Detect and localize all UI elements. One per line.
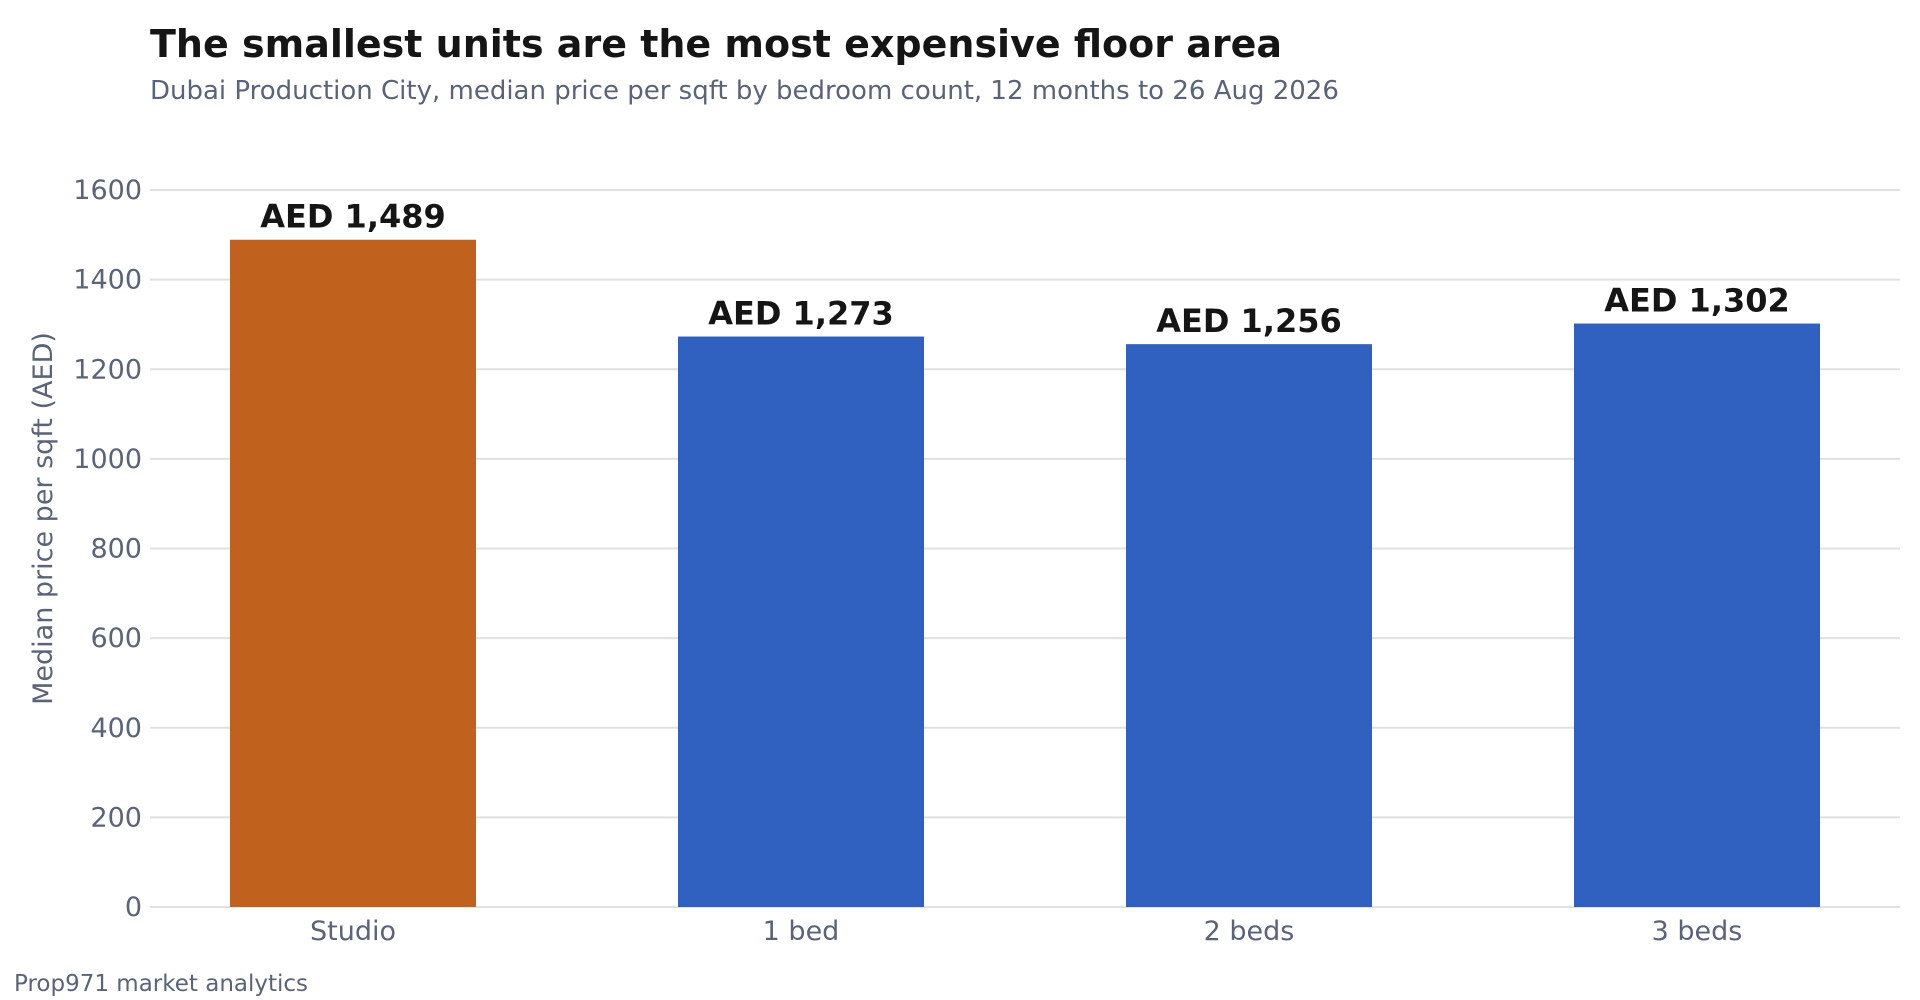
bar-2-beds <box>1126 344 1372 907</box>
y-tick-label: 1400 <box>73 265 142 296</box>
y-tick-label: 1200 <box>73 354 142 385</box>
y-tick-label: 400 <box>90 713 142 744</box>
bars <box>230 239 1820 907</box>
x-tick-label: 1 bed <box>763 916 840 947</box>
y-tick-label: 800 <box>90 534 142 565</box>
y-axis-label: Median price per sqft (AED) <box>28 332 59 705</box>
value-label: AED 1,273 <box>708 295 894 333</box>
value-labels: AED 1,489 AED 1,273 AED 1,256 AED 1,302 <box>260 198 1790 340</box>
y-tick-label: 200 <box>90 802 142 833</box>
chart-subtitle: Dubai Production City, median price per … <box>150 76 1339 106</box>
source-note: Prop971 market analytics <box>14 971 309 997</box>
chart-title: The smallest units are the most expensiv… <box>150 22 1283 66</box>
value-label: AED 1,302 <box>1604 282 1790 320</box>
bar-3-beds <box>1574 323 1820 907</box>
y-axis-ticks: 0 200 400 600 800 1000 1200 1400 1600 <box>73 175 142 923</box>
y-tick-label: 1600 <box>73 175 142 206</box>
y-tick-label: 0 <box>125 892 142 923</box>
bar-studio <box>230 239 476 907</box>
x-tick-label: 3 beds <box>1652 916 1743 947</box>
x-tick-label: 2 beds <box>1204 916 1295 947</box>
value-label: AED 1,489 <box>260 198 446 236</box>
y-tick-label: 1000 <box>73 444 142 475</box>
x-axis-ticks: Studio 1 bed 2 beds 3 beds <box>310 916 1742 947</box>
y-tick-label: 600 <box>90 623 142 654</box>
bar-1-bed <box>678 336 924 907</box>
value-label: AED 1,256 <box>1156 302 1342 340</box>
x-tick-label: Studio <box>310 916 396 947</box>
